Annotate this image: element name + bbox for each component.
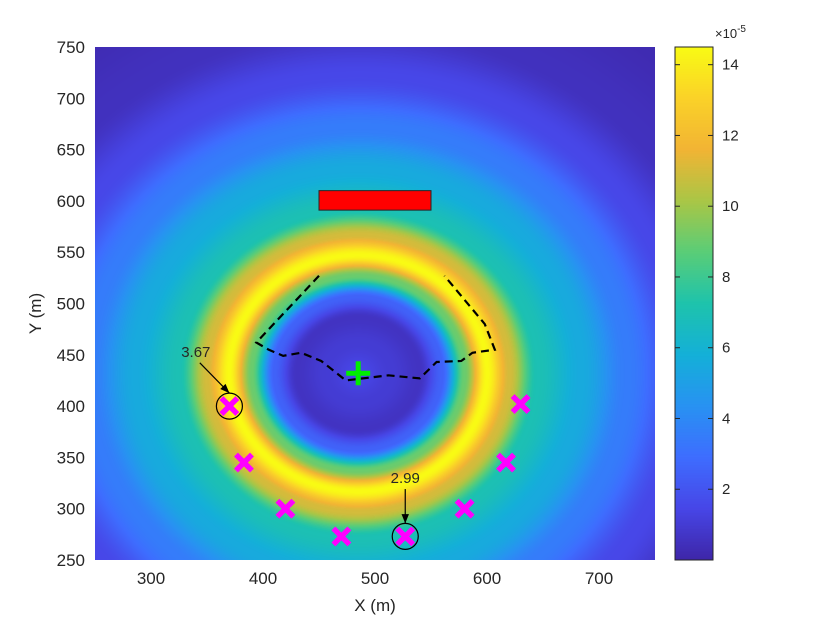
annotation-arrowhead [220,383,230,394]
y-tick-label: 300 [57,500,85,519]
colorbar-tick-label: 4 [722,410,730,427]
annotation-label: 3.67 [181,344,210,361]
colorbar-frame [674,46,714,561]
colorbar-ticks: 2 4 6 8 10 12 14 [675,57,739,498]
y-axis-ticks: 250 300 350 400 450 500 550 600 650 700 750 [57,38,85,570]
y-tick-label: 500 [57,295,85,314]
x-marker [395,526,416,547]
colorbar-exponent-power: -5 [737,24,746,35]
heatmap-image [95,47,655,560]
x-tick-label: 300 [137,569,165,588]
x-marker [496,452,516,473]
y-tick-label: 750 [57,38,85,57]
x-marker [234,452,254,473]
dashed-boundary [254,275,497,382]
y-tick-label: 450 [57,346,85,365]
x-marker [219,396,240,417]
x-marker [454,498,475,519]
colorbar: 2 4 6 8 10 12 14 ×10-5 [674,24,746,561]
colorbar-tick-label: 12 [722,127,739,144]
colorbar-tick-label: 10 [722,198,739,215]
x-axis-label: X (m) [354,596,396,615]
y-tick-label: 700 [57,89,85,108]
x-tick-label: 400 [249,569,277,588]
red-rectangle [318,190,432,211]
y-tick-label: 350 [57,448,85,467]
y-tick-label: 250 [57,551,85,570]
annotation-label: 2.99 [391,470,420,487]
y-tick-label: 400 [57,397,85,416]
y-tick-label: 650 [57,141,85,160]
x-marker [331,526,352,547]
colorbar-exponent-base: ×10 [715,26,737,41]
colorbar-tick-label: 6 [722,340,730,357]
colorbar-tick-label: 2 [722,481,730,498]
y-tick-label: 600 [57,192,85,211]
y-axis-label: Y (m) [26,293,45,334]
colorbar-tick-label: 14 [722,57,739,74]
x-marker [275,498,296,519]
colorbar-exponent-label: ×10-5 [715,24,746,41]
y-tick-label: 550 [57,243,85,262]
x-tick-label: 600 [473,569,501,588]
x-axis-ticks: 300 400 500 600 700 [137,569,613,588]
plot-overlay: 3.67 2.99 [181,190,531,551]
colorbar-image [675,47,713,560]
plot-area: 3.67 2.99 [95,47,655,560]
x-tick-label: 700 [585,569,613,588]
x-marker [510,394,531,414]
x-tick-label: 500 [361,569,389,588]
colorbar-tick-label: 8 [722,269,730,286]
annotation-arrowhead [401,514,409,524]
